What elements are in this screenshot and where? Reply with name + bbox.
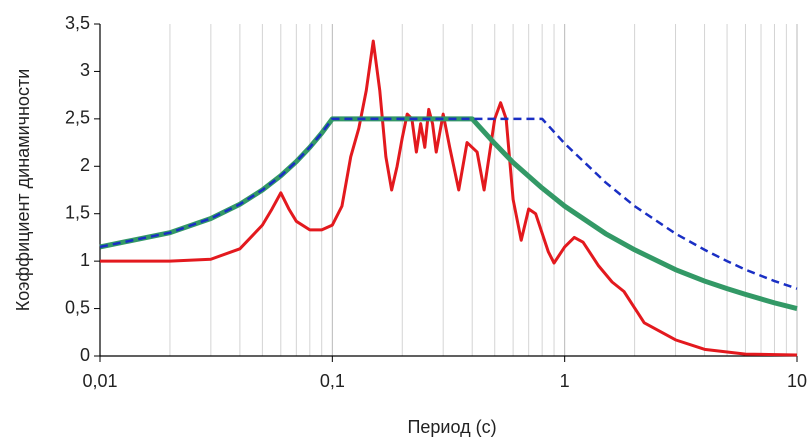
y-axis-label: Коэффициент динамичности <box>13 69 33 311</box>
x-tick-label: 10 <box>787 371 807 391</box>
y-tick-label: 2 <box>80 155 90 175</box>
y-tick-label: 2,5 <box>65 108 90 128</box>
series-line <box>99 116 798 311</box>
y-tick-label: 0 <box>80 345 90 365</box>
x-axis-label: Период (с) <box>407 417 496 437</box>
x-tick-label: 0,1 <box>320 371 345 391</box>
y-tick-label: 3,5 <box>65 13 90 33</box>
y-tick-label: 1,5 <box>65 202 90 222</box>
x-tick-label: 0,01 <box>82 371 117 391</box>
y-tick-label: 1 <box>80 250 90 270</box>
y-tick-label: 0,5 <box>65 297 90 317</box>
y-tick-label: 3 <box>80 60 90 80</box>
series-line <box>100 39 798 357</box>
x-tick-label: 1 <box>560 371 570 391</box>
series-line <box>99 117 798 290</box>
